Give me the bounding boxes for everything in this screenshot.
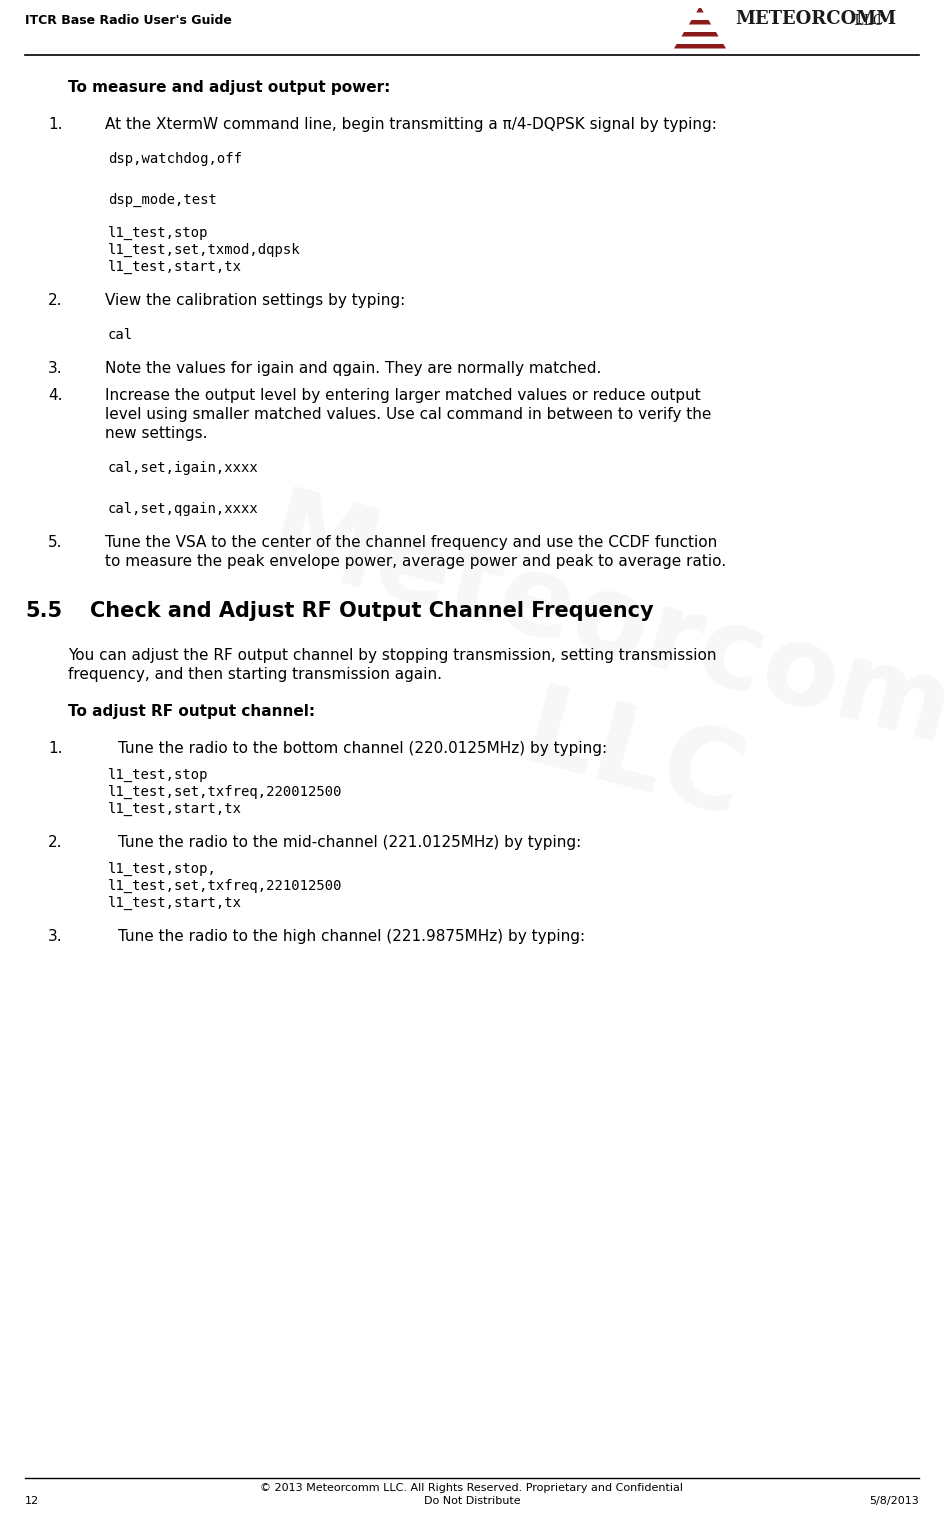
Text: At the XtermW command line, begin transmitting a π/4-DQPSK signal by typing:: At the XtermW command line, begin transm… xyxy=(105,116,716,132)
Text: cal,set,igain,xxxx: cal,set,igain,xxxx xyxy=(108,461,259,474)
Text: 4.: 4. xyxy=(48,389,62,402)
Text: dsp_mode,test: dsp_mode,test xyxy=(108,193,217,207)
Text: l1_test,stop: l1_test,stop xyxy=(108,768,209,782)
Text: You can adjust the RF output channel by stopping transmission, setting transmiss: You can adjust the RF output channel by … xyxy=(68,647,716,662)
Text: Meteorcomm
LLC: Meteorcomm LLC xyxy=(225,482,944,918)
Text: Tune the VSA to the center of the channel frequency and use the CCDF function: Tune the VSA to the center of the channe… xyxy=(105,536,717,549)
Text: Tune the radio to the bottom channel (220.0125MHz) by typing:: Tune the radio to the bottom channel (22… xyxy=(118,741,607,756)
Text: Increase the output level by entering larger matched values or reduce output: Increase the output level by entering la… xyxy=(105,389,700,402)
Text: View the calibration settings by typing:: View the calibration settings by typing: xyxy=(105,294,405,308)
Text: cal: cal xyxy=(108,327,133,343)
Text: To adjust RF output channel:: To adjust RF output channel: xyxy=(68,704,315,719)
Polygon shape xyxy=(689,20,711,24)
Text: l1_test,set,txfreq,221012500: l1_test,set,txfreq,221012500 xyxy=(108,878,343,892)
Text: l1_test,start,tx: l1_test,start,tx xyxy=(108,802,242,815)
Text: METEORCOMM: METEORCOMM xyxy=(735,11,896,28)
Text: 1.: 1. xyxy=(48,741,62,756)
Text: 2.: 2. xyxy=(48,834,62,849)
Text: l1_test,stop,: l1_test,stop, xyxy=(108,861,217,875)
Text: To measure and adjust output power:: To measure and adjust output power: xyxy=(68,80,391,95)
Polygon shape xyxy=(678,38,722,43)
Text: Tune the radio to the high channel (221.9875MHz) by typing:: Tune the radio to the high channel (221.… xyxy=(118,929,585,944)
Text: l1_test,start,tx: l1_test,start,tx xyxy=(108,895,242,910)
Text: 3.: 3. xyxy=(48,361,62,376)
Polygon shape xyxy=(697,8,703,12)
Text: l1_test,set,txmod,dqpsk: l1_test,set,txmod,dqpsk xyxy=(108,243,300,257)
Text: 1.: 1. xyxy=(48,116,62,132)
Text: LLC: LLC xyxy=(850,14,884,28)
Text: 3.: 3. xyxy=(48,929,62,944)
Text: 5.5: 5.5 xyxy=(25,601,62,621)
Text: 5.: 5. xyxy=(48,536,62,549)
Text: level using smaller matched values. Use cal command in between to verify the: level using smaller matched values. Use … xyxy=(105,407,712,422)
Text: Check and Adjust RF Output Channel Frequency: Check and Adjust RF Output Channel Frequ… xyxy=(90,601,653,621)
Polygon shape xyxy=(682,32,718,37)
Polygon shape xyxy=(674,44,726,49)
Text: Tune the radio to the mid-channel (221.0125MHz) by typing:: Tune the radio to the mid-channel (221.0… xyxy=(118,834,582,849)
Text: Do Not Distribute: Do Not Distribute xyxy=(424,1496,520,1506)
Text: l1_test,set,txfreq,220012500: l1_test,set,txfreq,220012500 xyxy=(108,785,343,799)
Polygon shape xyxy=(693,14,707,18)
Text: ITCR Base Radio User's Guide: ITCR Base Radio User's Guide xyxy=(25,14,232,28)
Text: new settings.: new settings. xyxy=(105,425,208,441)
Text: cal,set,qgain,xxxx: cal,set,qgain,xxxx xyxy=(108,502,259,516)
Text: 12: 12 xyxy=(25,1496,39,1506)
Text: © 2013 Meteorcomm LLC. All Rights Reserved. Proprietary and Confidential: © 2013 Meteorcomm LLC. All Rights Reserv… xyxy=(261,1483,683,1493)
Text: to measure the peak envelope power, average power and peak to average ratio.: to measure the peak envelope power, aver… xyxy=(105,554,726,569)
Text: Note the values for igain and qgain. They are normally matched.: Note the values for igain and qgain. The… xyxy=(105,361,601,376)
Text: l1_test,stop: l1_test,stop xyxy=(108,226,209,240)
Text: dsp,watchdog,off: dsp,watchdog,off xyxy=(108,151,242,165)
Text: 2.: 2. xyxy=(48,294,62,308)
Text: frequency, and then starting transmission again.: frequency, and then starting transmissio… xyxy=(68,667,442,681)
Text: 5/8/2013: 5/8/2013 xyxy=(869,1496,919,1506)
Text: l1_test,start,tx: l1_test,start,tx xyxy=(108,260,242,274)
Polygon shape xyxy=(685,26,715,31)
